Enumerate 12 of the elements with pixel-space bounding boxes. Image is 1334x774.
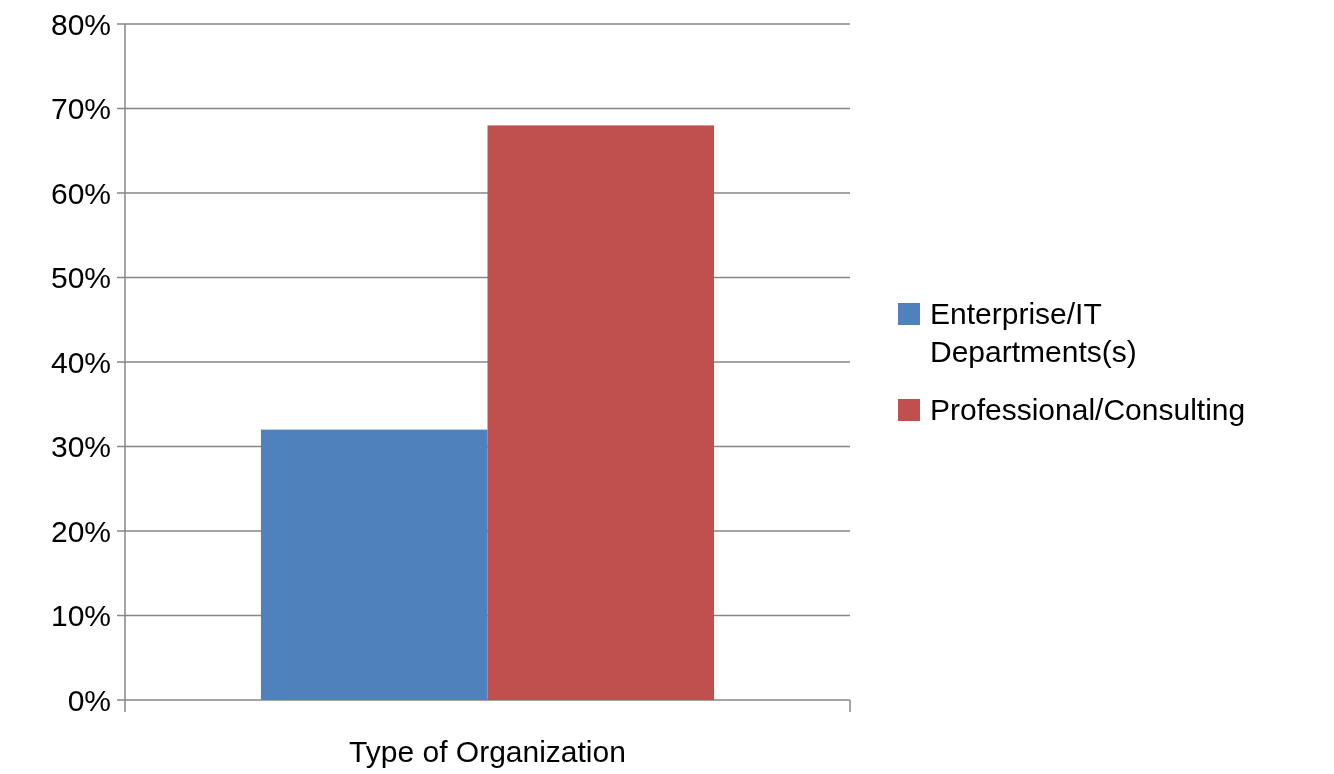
y-tick-label: 10% [50, 599, 111, 632]
y-tick-label: 30% [50, 430, 111, 463]
y-tick-label: 40% [50, 345, 111, 379]
y-tick-label: 0% [67, 683, 111, 717]
legend-label: Professional/Consulting [930, 393, 1246, 426]
y-tick-label: 60% [50, 176, 111, 210]
x-tick-label: Type of Organization [349, 735, 626, 768]
y-tick-label: 80% [50, 7, 111, 41]
legend-label: Enterprise/IT Departments(s) [930, 297, 1137, 368]
y-tick-label: 70% [50, 92, 111, 125]
y-tick-label: 20% [50, 514, 111, 548]
y-tick-label: 50% [50, 261, 111, 294]
